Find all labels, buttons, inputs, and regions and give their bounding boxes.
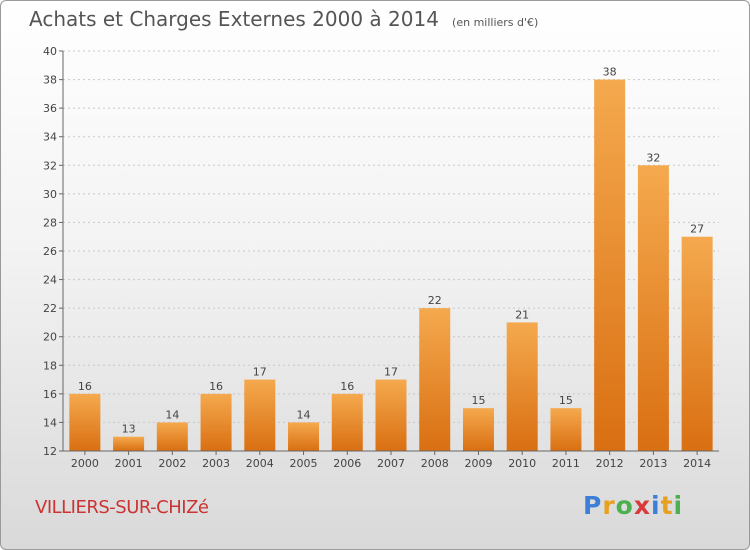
x-tick-label: 2009	[464, 457, 492, 470]
chart-title: Achats et Charges Externes 2000 à 2014	[29, 7, 439, 31]
logo-letter: o	[615, 491, 634, 520]
data-label: 15	[559, 394, 573, 407]
y-tick-label: 36	[43, 102, 57, 115]
title-block: Achats et Charges Externes 2000 à 2014 (…	[29, 7, 538, 31]
data-label: 16	[209, 380, 223, 393]
x-tick-label: 2010	[508, 457, 536, 470]
y-tick-label: 14	[43, 416, 57, 429]
bar	[244, 379, 276, 451]
data-label: 17	[253, 366, 267, 379]
x-tick-label: 2002	[158, 457, 186, 470]
bar	[288, 422, 320, 451]
y-tick-label: 34	[43, 131, 57, 144]
axes	[59, 50, 719, 455]
x-tick-label: 2003	[202, 457, 230, 470]
data-label: 17	[384, 366, 398, 379]
y-tick-label: 24	[43, 274, 57, 287]
y-tick-label: 28	[43, 216, 57, 229]
data-label: 14	[297, 408, 311, 421]
data-label: 27	[690, 223, 704, 236]
bar	[331, 393, 363, 451]
x-tick-label: 2008	[421, 457, 449, 470]
bar	[156, 422, 188, 451]
bar	[550, 408, 582, 451]
x-tick-label: 2000	[71, 457, 99, 470]
x-tick-label: 2006	[333, 457, 361, 470]
logo-letter: i	[651, 491, 661, 520]
data-label: 38	[603, 66, 617, 79]
data-label: 14	[165, 408, 179, 421]
bar	[69, 393, 101, 451]
x-tick-label: 2004	[246, 457, 274, 470]
logo-letter: i	[673, 491, 684, 520]
bar	[594, 79, 626, 452]
bar	[506, 322, 538, 451]
y-tick-label: 26	[43, 245, 57, 258]
bar	[637, 165, 669, 452]
y-tick-label: 32	[43, 159, 57, 172]
bar	[200, 393, 232, 451]
proxiti-logo[interactable]: Proxiti	[583, 491, 683, 520]
bar	[113, 436, 145, 451]
x-tick-label: 2007	[377, 457, 405, 470]
y-tick-label: 12	[43, 445, 57, 458]
data-label: 22	[428, 294, 442, 307]
x-tick-label: 2013	[639, 457, 667, 470]
bar	[419, 308, 451, 451]
y-tick-label: 22	[43, 302, 57, 315]
y-tick-label: 16	[43, 388, 57, 401]
data-label: 21	[515, 308, 529, 321]
data-label: 13	[122, 423, 136, 436]
data-label: 16	[78, 380, 92, 393]
data-label: 32	[646, 151, 660, 164]
logo-letter: x	[633, 491, 651, 520]
x-tick-label: 2014	[683, 457, 711, 470]
data-label: 16	[340, 380, 354, 393]
data-label: 15	[471, 394, 485, 407]
x-tick-label: 2001	[115, 457, 143, 470]
logo-letter: r	[602, 491, 616, 520]
y-tick-label: 18	[43, 359, 57, 372]
y-tick-label: 40	[43, 45, 57, 58]
labels: 12 14 16 18 20 22 24 26 28 30 32 34 36 38 40 16 2000 13 20…	[43, 45, 711, 470]
x-tick-label: 2012	[596, 457, 624, 470]
x-tick-label: 2005	[290, 457, 318, 470]
bar	[462, 408, 494, 451]
bar	[375, 379, 407, 451]
x-tick-label: 2011	[552, 457, 580, 470]
y-tick-label: 38	[43, 74, 57, 87]
logo-letter: P	[583, 491, 603, 520]
logo-letter: t	[660, 491, 674, 520]
bar	[681, 236, 713, 451]
y-tick-label: 20	[43, 331, 57, 344]
y-tick-label: 30	[43, 188, 57, 201]
chart-subtitle: (en milliers d'€)	[452, 16, 539, 29]
bars	[69, 79, 713, 452]
commune-name: VILLIERS-SUR-CHIZé	[35, 497, 209, 518]
